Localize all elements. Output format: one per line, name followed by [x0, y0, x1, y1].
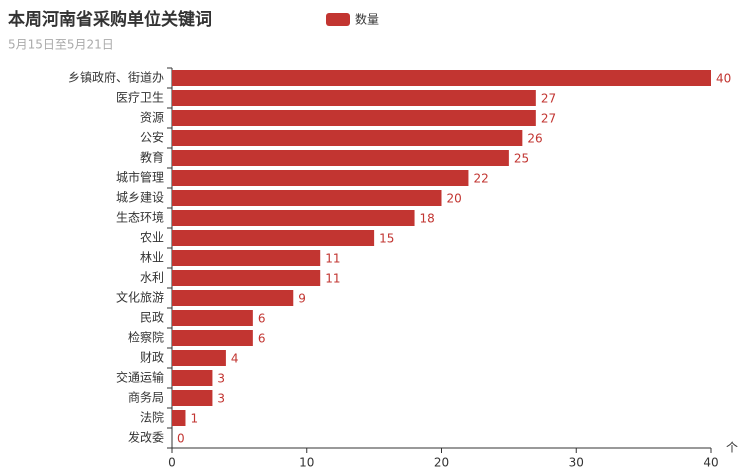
bar — [172, 70, 711, 86]
x-tick-label: 40 — [703, 456, 718, 470]
value-label: 1 — [190, 412, 198, 426]
x-tick-label: 10 — [299, 456, 314, 470]
value-label: 18 — [420, 212, 435, 226]
bar — [172, 390, 213, 406]
bar — [172, 370, 213, 386]
bar — [172, 270, 321, 286]
bar — [172, 190, 442, 206]
bar — [172, 290, 294, 306]
chart-subtitle: 5月15日至5月21日 — [8, 38, 114, 52]
y-tick-label: 教育 — [140, 150, 164, 165]
value-label: 27 — [541, 112, 556, 126]
y-tick-label: 法院 — [140, 411, 164, 425]
value-label: 6 — [258, 332, 266, 346]
legend-swatch — [326, 13, 350, 26]
y-tick-label: 民政 — [140, 311, 164, 325]
x-tick-label: 20 — [434, 456, 449, 470]
chart-title: 本周河南省采购单位关键词 — [8, 9, 212, 30]
y-tick-label: 水利 — [140, 271, 164, 285]
bar — [172, 230, 375, 246]
legend-label: 数量 — [355, 12, 379, 27]
value-label: 6 — [258, 312, 266, 326]
bar — [172, 250, 321, 266]
value-label: 11 — [325, 272, 340, 286]
y-tick-label: 生态环境 — [116, 210, 164, 225]
x-axis-label: 个 — [726, 441, 738, 455]
bar — [172, 310, 253, 326]
value-label: 3 — [217, 372, 225, 386]
x-tick-label: 0 — [168, 456, 176, 470]
value-label: 40 — [716, 72, 731, 86]
y-tick-label: 发改委 — [128, 430, 164, 445]
value-label: 22 — [473, 172, 488, 186]
y-tick-label: 林业 — [140, 251, 164, 265]
value-label: 27 — [541, 92, 556, 106]
y-tick-label: 城乡建设 — [116, 191, 164, 205]
value-label: 3 — [217, 392, 225, 406]
y-tick-label: 资源 — [140, 111, 164, 125]
value-label: 0 — [177, 432, 185, 446]
bar — [172, 410, 186, 426]
value-label: 26 — [527, 132, 542, 146]
y-tick-label: 公安 — [140, 130, 164, 145]
y-tick-label: 文化旅游 — [116, 290, 164, 305]
value-label: 9 — [298, 292, 306, 306]
value-label: 20 — [447, 192, 462, 206]
y-tick-label: 检察院 — [128, 330, 164, 345]
bar — [172, 210, 415, 226]
x-tick-label: 30 — [569, 456, 584, 470]
y-tick-label: 农业 — [140, 231, 164, 245]
y-tick-label: 商务局 — [128, 390, 164, 405]
value-label: 4 — [231, 352, 239, 366]
bar — [172, 150, 509, 166]
bar — [172, 170, 469, 186]
bar — [172, 90, 536, 106]
y-tick-label: 医疗卫生 — [116, 91, 164, 105]
y-tick-label: 乡镇政府、街道办 — [68, 70, 164, 85]
y-tick-label: 交通运输 — [116, 370, 164, 385]
value-label: 15 — [379, 232, 394, 246]
bar — [172, 350, 226, 366]
y-tick-label: 财政 — [140, 351, 164, 365]
y-tick-label: 城市管理 — [116, 170, 164, 185]
bar — [172, 110, 536, 126]
value-label: 11 — [325, 252, 340, 266]
bar — [172, 130, 523, 146]
value-label: 25 — [514, 152, 529, 166]
bar — [172, 330, 253, 346]
